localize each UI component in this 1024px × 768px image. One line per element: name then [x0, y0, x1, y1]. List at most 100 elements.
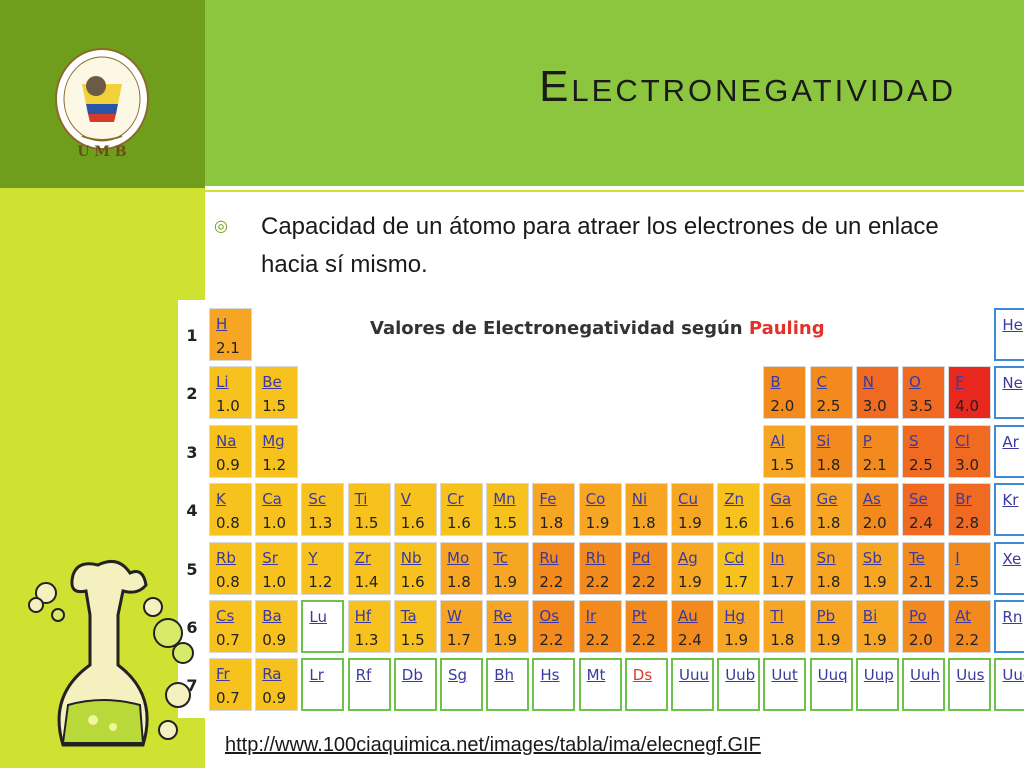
- element-cell[interactable]: Hg 1.9: [717, 600, 761, 653]
- element-cell[interactable]: Cd 1.7: [717, 541, 761, 595]
- element-cell[interactable]: He: [994, 308, 1024, 361]
- element-cell[interactable]: Rb 0.8: [209, 541, 252, 595]
- element-symbol: Rb: [216, 548, 236, 567]
- element-cell[interactable]: Zr 1.4: [347, 541, 391, 595]
- element-cell[interactable]: Xe: [994, 541, 1024, 595]
- element-cell[interactable]: Sb 1.9: [855, 541, 899, 595]
- electronegativity-value: 2.2: [585, 631, 610, 649]
- element-cell[interactable]: W 1.7: [440, 600, 483, 653]
- element-cell[interactable]: Li 1.0: [209, 366, 252, 420]
- element-cell[interactable]: Ti 1.5: [347, 483, 391, 537]
- element-cell[interactable]: Co 1.9: [578, 483, 622, 537]
- element-cell[interactable]: Po 2.0: [902, 600, 945, 653]
- element-cell[interactable]: Ne: [994, 366, 1024, 420]
- element-cell[interactable]: Br 2.8: [948, 483, 992, 537]
- element-cell[interactable]: Ar: [994, 424, 1024, 478]
- table-title-highlight: Pauling: [748, 318, 825, 339]
- element-cell[interactable]: Uuq: [809, 658, 853, 712]
- element-cell[interactable]: Fr 0.7: [209, 658, 252, 712]
- element-cell[interactable]: F 4.0: [948, 366, 992, 420]
- element-cell[interactable]: H 2.1: [209, 308, 252, 361]
- element-cell[interactable]: Rh 2.2: [578, 541, 622, 595]
- element-cell[interactable]: C 2.5: [809, 366, 853, 420]
- element-cell[interactable]: Ba 0.9: [255, 600, 299, 653]
- element-cell[interactable]: K 0.8: [209, 483, 252, 537]
- element-cell[interactable]: At 2.2: [948, 600, 992, 653]
- element-cell[interactable]: B 2.0: [763, 366, 807, 420]
- element-cell[interactable]: P 2.1: [855, 424, 899, 478]
- element-cell[interactable]: Uus: [948, 658, 992, 712]
- element-cell[interactable]: Ta 1.5: [393, 600, 437, 653]
- element-cell[interactable]: N 3.0: [855, 366, 899, 420]
- electronegativity-value: 2.2: [539, 631, 564, 649]
- element-cell[interactable]: Sg: [440, 658, 483, 712]
- element-cell[interactable]: Ra 0.9: [255, 658, 299, 712]
- element-cell[interactable]: V 1.6: [393, 483, 437, 537]
- element-cell[interactable]: Mn 1.5: [486, 483, 530, 537]
- element-cell[interactable]: Cs 0.7: [209, 600, 252, 653]
- element-cell[interactable]: Sn 1.8: [809, 541, 853, 595]
- element-symbol: As: [862, 490, 881, 509]
- element-cell[interactable]: Te 2.1: [902, 541, 945, 595]
- element-cell[interactable]: Be 1.5: [255, 366, 299, 420]
- element-cell[interactable]: Uuo: [994, 658, 1024, 712]
- element-cell[interactable]: Sr 1.0: [255, 541, 299, 595]
- element-cell[interactable]: Fe 1.8: [532, 483, 576, 537]
- element-cell[interactable]: Zn 1.6: [717, 483, 761, 537]
- element-cell[interactable]: Mt: [578, 658, 622, 712]
- element-cell[interactable]: As 2.0: [855, 483, 899, 537]
- element-cell[interactable]: Ga 1.6: [763, 483, 807, 537]
- element-cell[interactable]: Os 2.2: [532, 600, 576, 653]
- element-cell[interactable]: Cu 1.9: [671, 483, 714, 537]
- element-cell[interactable]: Si 1.8: [809, 424, 853, 478]
- element-cell[interactable]: Y 1.2: [301, 541, 345, 595]
- element-cell[interactable]: Bi 1.9: [855, 600, 899, 653]
- element-cell[interactable]: Rn: [994, 600, 1024, 653]
- element-cell[interactable]: Mo 1.8: [440, 541, 483, 595]
- element-cell[interactable]: I 2.5: [948, 541, 992, 595]
- element-cell[interactable]: Uut: [763, 658, 807, 712]
- element-cell[interactable]: Sc 1.3: [301, 483, 345, 537]
- element-cell[interactable]: Ge 1.8: [809, 483, 853, 537]
- element-cell[interactable]: Ag 1.9: [671, 541, 714, 595]
- element-cell[interactable]: Cl 3.0: [948, 424, 992, 478]
- element-cell[interactable]: Ir 2.2: [578, 600, 622, 653]
- element-cell[interactable]: Re 1.9: [486, 600, 530, 653]
- element-cell[interactable]: Al 1.5: [763, 424, 807, 478]
- element-cell[interactable]: S 2.5: [902, 424, 945, 478]
- element-cell[interactable]: Uup: [855, 658, 899, 712]
- element-cell[interactable]: Cr 1.6: [440, 483, 483, 537]
- element-cell[interactable]: Nb 1.6: [393, 541, 437, 595]
- element-cell[interactable]: Au 2.4: [671, 600, 714, 653]
- element-cell[interactable]: Lr: [301, 658, 345, 712]
- element-cell[interactable]: Uuh: [902, 658, 945, 712]
- element-cell[interactable]: Na 0.9: [209, 424, 252, 478]
- source-link[interactable]: http://www.100ciaquimica.net/images/tabl…: [225, 734, 761, 756]
- element-cell[interactable]: Se 2.4: [902, 483, 945, 537]
- element-symbol: Ne: [1002, 374, 1023, 393]
- element-cell[interactable]: Pd 2.2: [624, 541, 668, 595]
- element-cell[interactable]: O 3.5: [902, 366, 945, 420]
- element-cell[interactable]: Mg 1.2: [255, 424, 299, 478]
- element-cell[interactable]: Hs: [532, 658, 576, 712]
- element-cell[interactable]: Uuu: [671, 658, 714, 712]
- element-cell[interactable]: Ca 1.0: [255, 483, 299, 537]
- element-cell[interactable]: Uub: [717, 658, 761, 712]
- element-cell[interactable]: Pt 2.2: [624, 600, 668, 653]
- element-cell[interactable]: Pb 1.9: [809, 600, 853, 653]
- element-cell[interactable]: Tc 1.9: [486, 541, 530, 595]
- element-cell[interactable]: Rf: [347, 658, 391, 712]
- period-number: 6: [186, 618, 198, 637]
- electronegativity-value: 1.2: [262, 455, 287, 474]
- element-cell[interactable]: Lu: [301, 600, 345, 653]
- element-symbol: Be: [262, 373, 282, 392]
- element-cell[interactable]: Bh: [486, 658, 530, 712]
- element-cell[interactable]: Db: [393, 658, 437, 712]
- element-cell[interactable]: Kr: [994, 483, 1024, 537]
- element-cell[interactable]: Hf 1.3: [347, 600, 391, 653]
- element-cell[interactable]: Ds: [624, 658, 668, 712]
- element-cell[interactable]: In 1.7: [763, 541, 807, 595]
- element-cell[interactable]: Ru 2.2: [532, 541, 576, 595]
- element-cell[interactable]: Ni 1.8: [624, 483, 668, 537]
- element-cell[interactable]: Tl 1.8: [763, 600, 807, 653]
